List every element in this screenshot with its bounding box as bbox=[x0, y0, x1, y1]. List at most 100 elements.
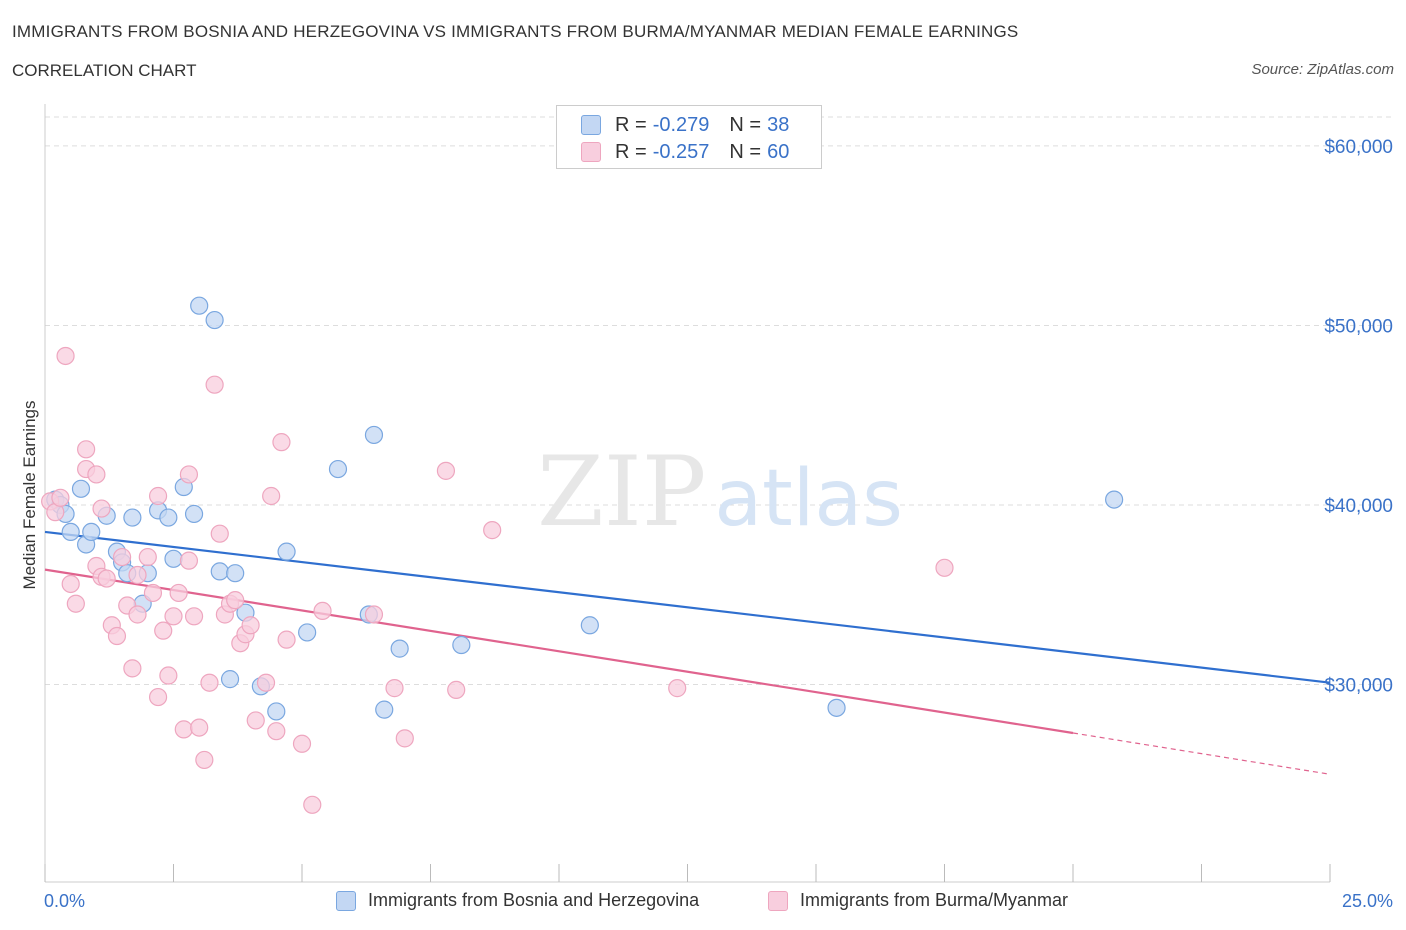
chart-title: IMMIGRANTS FROM BOSNIA AND HERZEGOVINA V… bbox=[12, 22, 1019, 41]
legend-r-label: R = bbox=[615, 113, 647, 136]
data-point-series-0 bbox=[184, 504, 204, 524]
data-point-series-1 bbox=[143, 583, 163, 603]
data-point-series-1 bbox=[92, 499, 111, 518]
data-point-series-0 bbox=[267, 702, 286, 721]
data-point-series-0 bbox=[375, 700, 394, 719]
legend-n-value-bosnia: 38 bbox=[767, 113, 790, 136]
data-point-series-1 bbox=[205, 375, 224, 394]
data-point-series-1 bbox=[184, 607, 204, 626]
legend-n-label: N = bbox=[729, 140, 762, 163]
data-point-series-1 bbox=[267, 722, 286, 741]
x-axis-max-label: 25.0% bbox=[1341, 891, 1393, 911]
data-point-series-1 bbox=[174, 720, 193, 739]
legend-r-label: R = bbox=[615, 140, 647, 163]
data-point-series-1 bbox=[395, 729, 414, 748]
data-point-series-1 bbox=[51, 488, 70, 507]
data-point-series-1 bbox=[66, 594, 85, 613]
data-point-series-1 bbox=[56, 346, 75, 366]
chart-subtitle: CORRELATION CHART bbox=[12, 61, 197, 80]
data-point-series-1 bbox=[262, 486, 281, 506]
y-tick-label: $40,000 bbox=[1324, 496, 1393, 517]
trend-lines bbox=[44, 530, 1331, 775]
data-point-series-0 bbox=[452, 635, 471, 655]
series-name-bosnia: Immigrants from Bosnia and Herzegovina bbox=[368, 890, 700, 910]
data-point-series-1 bbox=[107, 626, 127, 646]
data-point-series-1 bbox=[154, 621, 173, 640]
series-name-burma: Immigrants from Burma/Myanmar bbox=[800, 890, 1069, 910]
data-point-series-0 bbox=[190, 296, 209, 315]
data-point-series-1 bbox=[159, 666, 178, 685]
trend-line-extension-1 bbox=[1072, 732, 1331, 775]
data-point-series-1 bbox=[138, 547, 157, 567]
data-point-series-1 bbox=[164, 607, 183, 626]
series-legend-bosnia: Immigrants from Bosnia and Herzegovina bbox=[336, 890, 699, 911]
data-point-series-1 bbox=[303, 795, 322, 814]
data-point-series-1 bbox=[97, 569, 116, 588]
data-point-series-1 bbox=[195, 750, 214, 770]
data-point-series-0 bbox=[580, 616, 599, 635]
data-point-series-1 bbox=[241, 616, 260, 635]
data-point-series-1 bbox=[179, 551, 199, 570]
data-point-series-1 bbox=[61, 574, 80, 594]
data-point-series-1 bbox=[935, 558, 954, 577]
data-point-series-1 bbox=[447, 680, 466, 699]
series-swatch-bosnia bbox=[336, 890, 356, 911]
data-point-series-0 bbox=[827, 698, 846, 717]
data-point-series-0 bbox=[277, 542, 296, 561]
data-point-series-0 bbox=[123, 508, 142, 527]
data-point-series-1 bbox=[148, 687, 168, 707]
data-point-series-1 bbox=[190, 718, 209, 737]
trend-line-1 bbox=[44, 568, 1074, 735]
correlation-legend: R = -0.279 N = 38 R = -0.257 N = 60 bbox=[556, 105, 822, 169]
data-point-series-1 bbox=[246, 711, 265, 730]
data-point-series-0 bbox=[298, 623, 317, 642]
data-point-series-1 bbox=[169, 583, 188, 603]
data-point-series-1 bbox=[226, 591, 245, 610]
series-swatch-burma bbox=[768, 890, 788, 911]
data-points bbox=[41, 296, 1124, 814]
data-point-series-1 bbox=[256, 673, 276, 692]
data-point-series-1 bbox=[385, 679, 404, 698]
legend-swatch-burma bbox=[581, 142, 601, 162]
data-point-series-1 bbox=[364, 605, 384, 624]
data-point-series-0 bbox=[82, 522, 101, 542]
legend-n-value-burma: 60 bbox=[767, 140, 790, 163]
legend-row-burma: R = -0.257 N = 60 bbox=[581, 140, 789, 164]
watermark-zip: ZIP bbox=[537, 436, 706, 548]
data-point-series-1 bbox=[123, 659, 142, 678]
axes bbox=[44, 104, 1331, 883]
data-point-series-1 bbox=[277, 630, 296, 649]
legend-n-label: N = bbox=[729, 113, 762, 136]
data-point-series-1 bbox=[292, 734, 312, 753]
data-point-series-0 bbox=[71, 479, 91, 498]
legend-row-bosnia: R = -0.279 N = 38 bbox=[581, 113, 789, 137]
trend-line-0 bbox=[44, 530, 1331, 684]
data-point-series-1 bbox=[87, 465, 106, 484]
data-point-series-0 bbox=[205, 310, 224, 330]
watermark: ZIP atlas bbox=[537, 436, 903, 548]
data-point-series-1 bbox=[668, 679, 687, 698]
data-point-series-1 bbox=[77, 440, 96, 459]
data-point-series-1 bbox=[272, 433, 291, 452]
y-tick-label: $60,000 bbox=[1324, 137, 1393, 158]
y-tick-labels: $30,000 $40,000 $50,000 $60,000 bbox=[1324, 137, 1393, 697]
y-tick-label: $30,000 bbox=[1324, 676, 1393, 697]
data-point-series-0 bbox=[164, 549, 183, 568]
data-point-series-1 bbox=[128, 565, 147, 585]
data-point-series-0 bbox=[159, 508, 178, 527]
data-point-series-0 bbox=[364, 425, 384, 445]
data-point-series-0 bbox=[390, 639, 409, 658]
data-point-series-0 bbox=[210, 562, 229, 581]
data-point-series-0 bbox=[226, 564, 245, 583]
data-point-series-0 bbox=[220, 670, 240, 689]
chart-source: Source: ZipAtlas.com bbox=[1251, 61, 1394, 78]
data-point-series-0 bbox=[61, 522, 80, 542]
data-point-series-1 bbox=[148, 486, 168, 506]
legend-r-value-bosnia: -0.279 bbox=[652, 113, 710, 136]
x-axis-min-label: 0.0% bbox=[44, 891, 86, 911]
data-point-series-0 bbox=[1105, 490, 1124, 509]
data-point-series-1 bbox=[112, 547, 132, 567]
legend-r-value-burma: -0.257 bbox=[652, 140, 710, 163]
data-point-series-1 bbox=[483, 521, 502, 540]
